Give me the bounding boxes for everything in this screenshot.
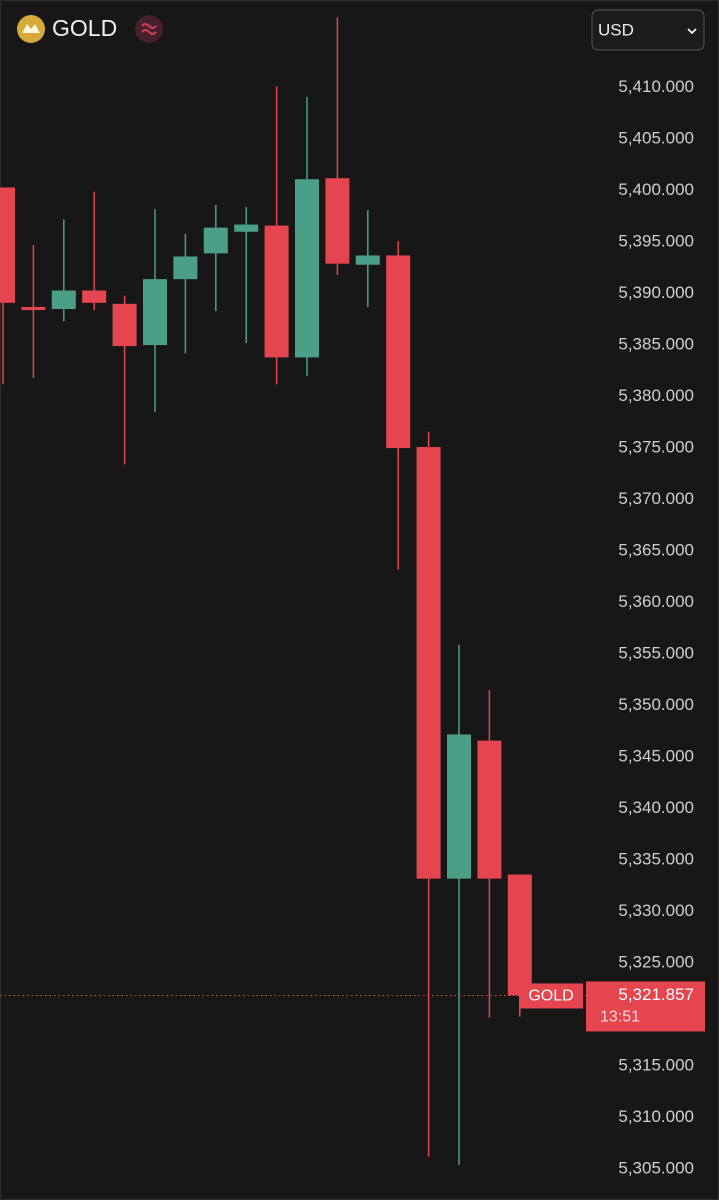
candle-body [0, 187, 15, 303]
y-tick-label: 5,340.000 [618, 798, 694, 817]
y-tick-label: 5,330.000 [618, 901, 694, 920]
y-tick-label: 5,355.000 [618, 644, 694, 663]
candle-body [477, 740, 502, 879]
y-tick-label: 5,395.000 [618, 232, 694, 251]
candle-body [21, 306, 46, 311]
y-tick-label: 5,390.000 [618, 283, 694, 302]
dropdown-chevron[interactable] [687, 28, 697, 35]
gold-icon-glyph [22, 24, 40, 33]
price-tag-countdown: 13:51 [600, 1009, 640, 1026]
candle-body [143, 279, 167, 346]
candle-body [416, 447, 441, 879]
candle-body [507, 874, 532, 996]
symbol-tag: GOLD [528, 988, 573, 1005]
candle-body [325, 178, 350, 264]
price-tag-bg [586, 981, 705, 1032]
y-tick-label: 5,360.000 [618, 592, 694, 611]
candle-body [203, 227, 228, 254]
badge-glyph [141, 23, 157, 35]
y-tick-label: 5,350.000 [618, 695, 694, 714]
symbol-tag-bg [519, 983, 583, 1009]
symbol-title: GOLD [52, 15, 117, 41]
y-tick-label: 5,410.000 [618, 77, 694, 96]
y-tick-label: 5,370.000 [618, 489, 694, 508]
y-tick-label: 5,310.000 [618, 1107, 694, 1126]
currency-label[interactable]: USD [598, 20, 634, 39]
candle-body [295, 179, 319, 358]
badge-icon [135, 15, 163, 43]
plot-area: 5,410.000 5,405.000 5,400.000 5,395.000 5,39… [0, 17, 705, 1178]
y-tick-label: 5,400.000 [618, 180, 694, 199]
price-tag-value: 5,321.857 [618, 985, 694, 1004]
candle-body [173, 256, 198, 280]
y-tick-label: 5,305.000 [618, 1159, 694, 1178]
y-tick-label: 5,315.000 [618, 1056, 694, 1075]
y-tick-label: 5,365.000 [618, 541, 694, 560]
y-tick-label: 5,325.000 [618, 953, 694, 972]
candle-body [447, 734, 471, 879]
header: GOLD USD [17, 9, 705, 51]
y-tick-label: 5,385.000 [618, 335, 694, 354]
candle-body [82, 290, 107, 303]
candle-body [386, 255, 411, 449]
y-tick-label: 5,405.000 [618, 129, 694, 148]
candle-body [112, 303, 137, 347]
candle-body [355, 255, 380, 265]
y-tick-label: 5,335.000 [618, 850, 694, 869]
currency-select[interactable] [591, 9, 705, 51]
y-tick-label: 5,375.000 [618, 438, 694, 457]
y-tick-label: 5,345.000 [618, 747, 694, 766]
candle-body [264, 225, 289, 358]
candle-body [234, 224, 259, 232]
y-tick-label: 5,380.000 [618, 386, 694, 405]
candle-body [51, 290, 76, 310]
